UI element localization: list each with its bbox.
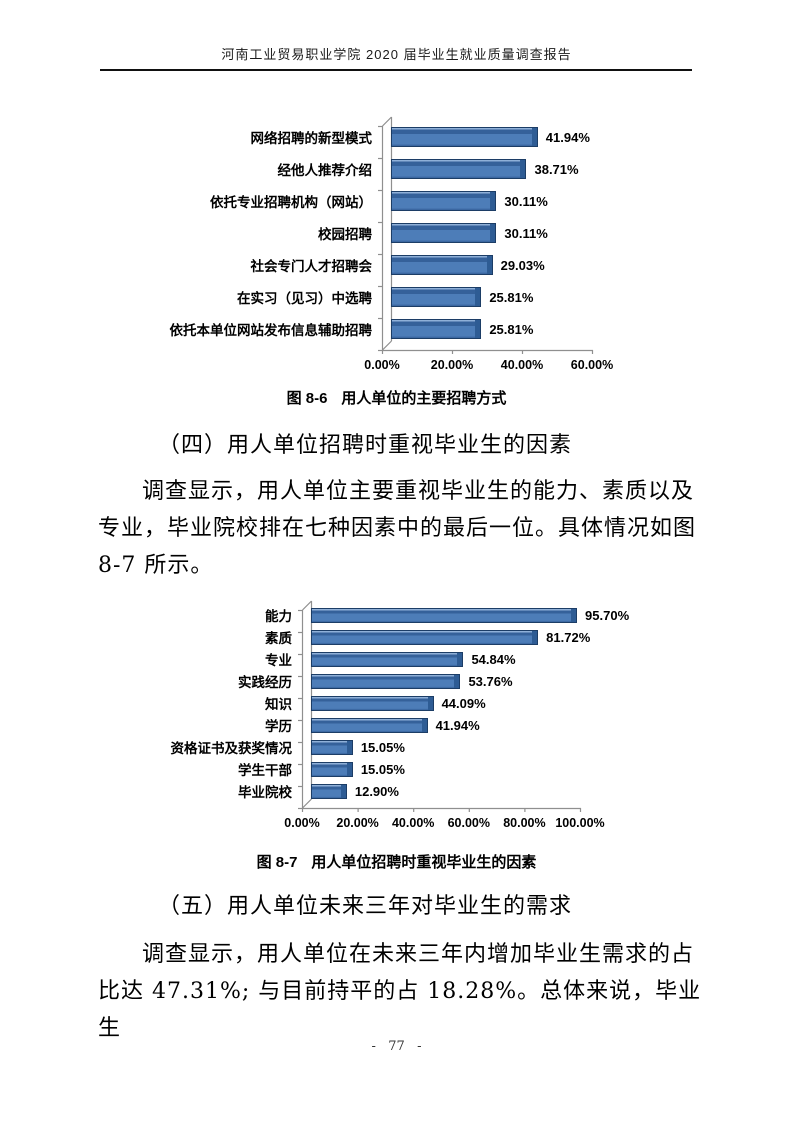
value-label: 38.71% — [534, 161, 579, 177]
category-label: 素质 — [265, 631, 292, 646]
figure-8-7-caption-label: 图 8-7 — [256, 854, 298, 871]
chart-row: 素质 81.72% — [142, 626, 674, 648]
chart-row: 知识 44.09% — [142, 692, 674, 714]
category-label: 知识 — [265, 697, 292, 712]
value-label: 30.11% — [504, 225, 548, 241]
value-label: 12.90% — [354, 783, 399, 799]
figure-8-6-caption-title: 用人单位的主要招聘方式 — [341, 390, 507, 407]
bar — [391, 191, 497, 211]
value-label: 54.84% — [471, 651, 516, 667]
chart-rows: 网络招聘的新型模式 41.94% 经他人推荐介绍 38.71% 依托专业招聘机构（网站）… — [152, 117, 686, 345]
chart-row: 学生干部 15.05% — [142, 758, 674, 780]
value-label: 15.05% — [360, 739, 405, 755]
value-label: 81.72% — [546, 629, 591, 645]
bar — [311, 651, 464, 667]
x-tick-label: 80.00% — [503, 816, 546, 830]
x-tick-label: 60.00% — [447, 816, 490, 830]
chart-row: 专业 54.84% — [142, 648, 674, 670]
chart-row: 资格证书及获奖情况 15.05% — [142, 736, 674, 758]
value-label: 41.94% — [545, 129, 590, 145]
category-label: 能力 — [265, 609, 292, 624]
figure-8-6-caption: 图 8-6 用人单位的主要招聘方式 — [0, 387, 793, 408]
category-label: 实践经历 — [238, 675, 292, 690]
chart-row: 能力 95.70% — [142, 604, 674, 626]
bar — [311, 629, 539, 645]
value-label: 41.94% — [435, 717, 480, 733]
page-header-title: 河南工业贸易职业学院 2020 届毕业生就业质量调查报告 — [221, 47, 572, 62]
bar — [311, 607, 578, 623]
value-label: 15.05% — [360, 761, 405, 777]
x-tick-label: 100.00% — [555, 816, 605, 830]
x-tick-label: 60.00% — [570, 358, 614, 372]
bar — [391, 127, 538, 147]
category-label: 网络招聘的新型模式 — [250, 131, 373, 146]
page-number: - 77 - — [371, 1039, 422, 1054]
bar — [391, 223, 497, 243]
value-label: 25.81% — [489, 321, 534, 337]
bar — [391, 319, 482, 339]
category-label: 专业 — [265, 653, 292, 668]
x-tick-label: 20.00% — [336, 816, 379, 830]
figure-8-7-caption-title: 用人单位招聘时重视毕业生的因素 — [311, 854, 537, 871]
figure-8-6-caption-label: 图 8-6 — [286, 390, 328, 407]
category-label: 学生干部 — [238, 763, 292, 778]
x-tick-label: 40.00% — [500, 358, 544, 372]
chart-row: 毕业院校 12.90% — [142, 780, 674, 802]
chart-row: 社会专门人才招聘会 29.03% — [152, 249, 686, 281]
value-label: 95.70% — [585, 607, 630, 623]
category-label: 校园招聘 — [318, 227, 372, 242]
value-label: 25.81% — [489, 289, 534, 305]
chart-row: 依托本单位网站发布信息辅助招聘 25.81% — [152, 313, 686, 345]
category-label: 社会专门人才招聘会 — [250, 259, 373, 274]
header-rule — [100, 69, 692, 71]
category-label: 在实习（见习）中选聘 — [237, 291, 372, 306]
category-label: 学历 — [265, 719, 292, 734]
section-5-heading: （五）用人单位未来三年对毕业生的需求 — [158, 894, 573, 919]
chart-row: 实践经历 53.76% — [142, 670, 674, 692]
bar — [311, 761, 353, 777]
x-tick-label: 40.00% — [391, 816, 435, 830]
section-5-paragraph: 调查显示，用人单位在未来三年内增加毕业生需求的占 比达 47.31%; 与目前持… — [98, 942, 702, 1041]
chart-row: 依托专业招聘机构（网站） 30.11% — [152, 185, 686, 217]
section-4-paragraph: 调查显示，用人单位主要重视毕业生的能力、素质以及 专业，毕业院校排在七种因素中的… — [98, 479, 697, 578]
value-label: 30.11% — [504, 193, 548, 209]
chart-row: 学历 41.94% — [142, 714, 674, 736]
chart-row: 校园招聘 30.11% — [152, 217, 686, 249]
bar — [311, 717, 428, 733]
category-label: 依托专业招聘机构（网站） — [210, 195, 372, 210]
category-label: 经他人推荐介绍 — [277, 163, 373, 178]
bar — [311, 783, 347, 799]
bar — [391, 159, 527, 179]
category-label: 依托本单位网站发布信息辅助招聘 — [169, 323, 373, 338]
x-tick-label: 20.00% — [430, 358, 474, 372]
section-4-heading: （四）用人单位招聘时重视毕业生的因素 — [158, 433, 573, 458]
chart-rows: 能力 95.70% 素质 81.72% 专业 54.84% 实践经历 53.76% 知识 44.0… — [142, 601, 674, 802]
bar — [311, 739, 353, 755]
bar — [311, 695, 434, 711]
value-label: 53.76% — [468, 673, 513, 689]
x-tick-label: 0.00% — [284, 816, 320, 830]
value-label: 29.03% — [500, 257, 545, 273]
chart-row: 在实习（见习）中选聘 25.81% — [152, 281, 686, 313]
chart-recruitment-methods: 网络招聘的新型模式 41.94% 经他人推荐介绍 38.71% 依托专业招聘机构（网站）… — [152, 116, 686, 384]
category-label: 毕业院校 — [238, 785, 292, 800]
bar — [391, 255, 493, 275]
chart-row: 经他人推荐介绍 38.71% — [152, 153, 686, 185]
bar — [311, 673, 461, 689]
chart-valued-factors: 能力 95.70% 素质 81.72% 专业 54.84% 实践经历 53.76% 知识 44.0… — [142, 600, 674, 842]
x-tick-label: 0.00% — [364, 358, 400, 372]
chart-row: 网络招聘的新型模式 41.94% — [152, 121, 686, 153]
bar — [391, 287, 482, 307]
figure-8-7-caption: 图 8-7 用人单位招聘时重视毕业生的因素 — [0, 851, 793, 872]
value-label: 44.09% — [441, 695, 486, 711]
category-label: 资格证书及获奖情况 — [170, 741, 293, 756]
